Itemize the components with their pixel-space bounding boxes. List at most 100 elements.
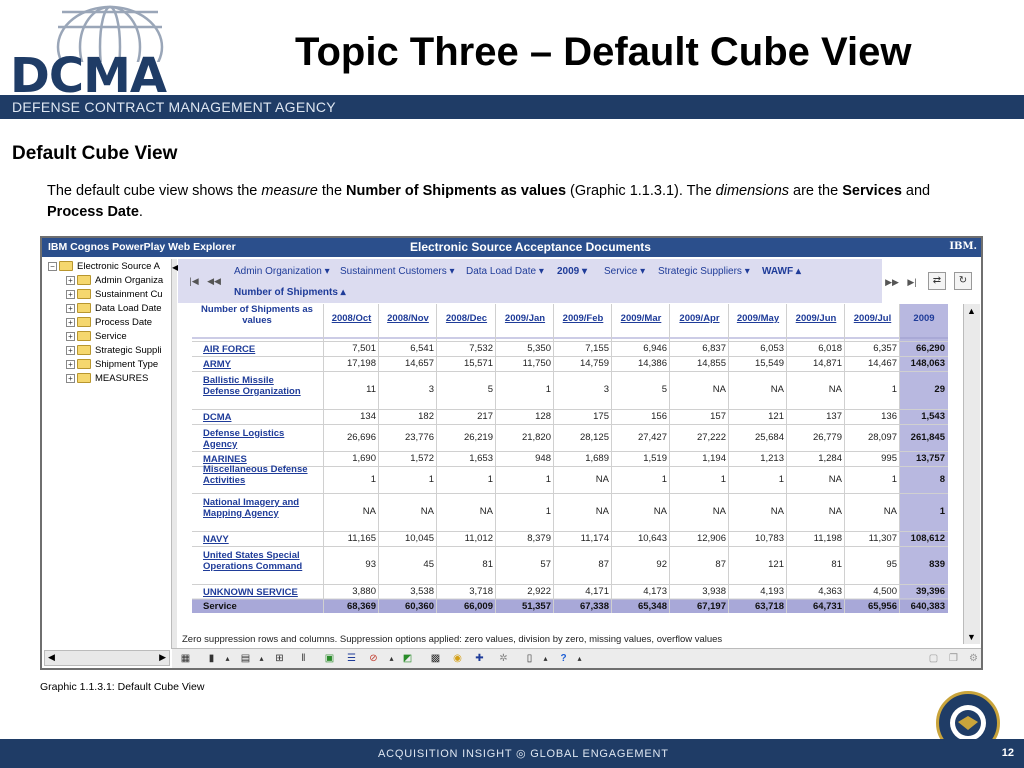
tree-item[interactable]: + Strategic Suppli xyxy=(66,343,162,357)
row-header[interactable]: National Imagery and Mapping Agency xyxy=(203,496,300,519)
print-icon[interactable]: ▢ xyxy=(928,653,939,664)
column-header[interactable]: 2009/Jan xyxy=(504,313,546,324)
tree-item[interactable]: + MEASURES xyxy=(66,371,148,385)
row-header[interactable]: NAVY xyxy=(203,534,229,545)
table-cell: 26,219 xyxy=(463,431,493,443)
tree-item[interactable]: + Process Date xyxy=(66,315,152,329)
row-header[interactable]: UNKNOWN SERVICE xyxy=(203,587,298,598)
total-cell: 51,357 xyxy=(521,601,551,612)
crosstab-grid: Number of Shipments as values 2008/Oct 20… xyxy=(178,304,958,644)
column-header[interactable]: 2009/Mar xyxy=(620,313,662,324)
table-cell: 1,653 xyxy=(469,452,493,464)
table-cell: 1 xyxy=(939,506,945,517)
column-header[interactable]: 2008/Nov xyxy=(387,313,429,324)
dim-strategic-suppliers[interactable]: Strategic Suppliers ▾ xyxy=(658,266,750,277)
calculation-icon[interactable]: ◉ xyxy=(453,653,462,664)
help-icon[interactable]: ? xyxy=(560,653,567,664)
dim-wawf[interactable]: WAWF ▴ xyxy=(762,266,801,277)
expand-icon[interactable]: + xyxy=(66,275,75,285)
excel-icon[interactable]: ▣ xyxy=(324,653,335,664)
tree-item[interactable]: + Data Load Date xyxy=(66,301,162,315)
column-header[interactable]: 2009/Jun xyxy=(795,313,837,324)
add-icon[interactable]: ✚ xyxy=(475,653,484,664)
expand-icon[interactable]: + xyxy=(66,303,75,313)
previous-page-icon[interactable]: ◀◀ xyxy=(207,276,221,286)
chevron-up-icon[interactable]: ▴ xyxy=(577,654,582,663)
column-header[interactable]: 2009/May xyxy=(736,313,780,324)
total-cell: 67,197 xyxy=(696,601,726,612)
list-icon[interactable]: ☰ xyxy=(347,653,356,664)
table-cell: 14,759 xyxy=(579,357,609,369)
dim-sustainment-customers[interactable]: Sustainment Customers ▾ xyxy=(340,266,455,277)
column-header[interactable]: 2009 xyxy=(913,313,935,324)
table-cell: 175 xyxy=(593,410,609,422)
chevron-up-icon[interactable]: ▴ xyxy=(259,654,264,663)
row-header[interactable]: Miscellaneous Defense Activities xyxy=(203,464,308,486)
collapse-pane-icon[interactable]: ◀ xyxy=(172,263,179,272)
scroll-up-icon[interactable]: ▲ xyxy=(967,306,976,316)
crosstab-icon[interactable]: ▦ xyxy=(180,653,191,664)
swap-rows-columns-icon[interactable]: ⇄ xyxy=(928,272,946,290)
dim-service[interactable]: Service ▾ xyxy=(604,266,646,277)
grid-icon[interactable]: ▩ xyxy=(430,653,441,664)
table-cell: 81 xyxy=(831,559,842,570)
next-page-icon[interactable]: ▶▶ xyxy=(885,277,899,287)
table-cell: NA xyxy=(653,506,667,517)
row-header[interactable]: MARINES xyxy=(203,454,247,465)
refresh-icon[interactable]: ↻ xyxy=(954,272,972,290)
tools-icon[interactable]: ✲ xyxy=(499,653,508,664)
total-row-header[interactable]: Service xyxy=(203,601,237,612)
row-header[interactable]: ARMY xyxy=(203,359,231,370)
table-cell: 1 xyxy=(428,473,434,485)
dim-year[interactable]: 2009 ▾ xyxy=(557,266,588,277)
dim-admin-organization[interactable]: Admin Organization ▾ xyxy=(234,266,330,277)
row-header[interactable]: Ballistic Missile Defense Organization xyxy=(203,374,301,397)
settings-icon[interactable]: ⚙ xyxy=(969,653,978,664)
row-header[interactable]: United States Special Operations Command xyxy=(203,549,303,572)
tree-item[interactable]: − Electronic Source A xyxy=(48,259,160,273)
expand-icon[interactable]: + xyxy=(66,331,75,341)
collapse-icon[interactable]: − xyxy=(48,261,57,271)
first-page-icon[interactable]: |◀ xyxy=(189,276,199,286)
scroll-right-icon[interactable]: ▶ xyxy=(159,652,166,662)
suppress-icon[interactable]: ⊘ xyxy=(369,653,378,664)
tree-horizontal-scrollbar[interactable]: ◀ ▶ xyxy=(44,650,170,666)
column-header[interactable]: 2008/Oct xyxy=(331,313,372,324)
columns-icon[interactable]: ‖ xyxy=(301,653,306,664)
tree-item[interactable]: + Shipment Type xyxy=(66,357,158,371)
expand-icon[interactable]: + xyxy=(66,359,75,369)
dim-measure[interactable]: Number of Shipments ▴ xyxy=(234,287,346,298)
chart-options-icon[interactable]: ▤ xyxy=(240,653,251,664)
tree-item[interactable]: + Service xyxy=(66,329,127,343)
row-header[interactable]: AIR FORCE xyxy=(203,344,256,355)
column-header[interactable]: 2009/Feb xyxy=(562,313,604,324)
tree-item[interactable]: + Sustainment Cu xyxy=(66,287,163,301)
chevron-up-icon[interactable]: ▴ xyxy=(543,654,548,663)
row-header[interactable]: Defense Logistics Agency xyxy=(203,427,285,450)
document-icon[interactable]: ▯ xyxy=(526,653,533,664)
bar-chart-icon[interactable]: ▮ xyxy=(208,653,215,664)
chevron-up-icon[interactable]: ▴ xyxy=(389,654,394,663)
column-header[interactable]: 2008/Dec xyxy=(445,313,488,324)
dim-data-load-date[interactable]: Data Load Date ▾ xyxy=(466,266,544,277)
pane-splitter[interactable]: ◀ xyxy=(171,259,179,649)
scroll-down-icon[interactable]: ▼ xyxy=(967,632,976,642)
column-header[interactable]: 2009/Jul xyxy=(853,313,892,324)
grid-vertical-scrollbar[interactable]: ▲ ▼ xyxy=(963,304,980,644)
tree-item[interactable]: + Admin Organiza xyxy=(66,273,163,287)
export-icon[interactable]: ⊞ xyxy=(275,653,284,664)
row-header[interactable]: DCMA xyxy=(203,412,232,423)
table-cell: 7,532 xyxy=(469,342,493,354)
dimension-tree[interactable]: − Electronic Source A + Admin Organiza + Su… xyxy=(44,259,172,649)
scroll-left-icon[interactable]: ◀ xyxy=(48,652,55,662)
last-page-icon[interactable]: ▶| xyxy=(907,277,917,287)
logo-text: DCMA xyxy=(10,48,167,104)
top-bottom-icon[interactable]: ◩ xyxy=(402,653,413,664)
column-header[interactable]: 2009/Apr xyxy=(679,313,720,324)
expand-icon[interactable]: + xyxy=(66,373,75,383)
expand-icon[interactable]: + xyxy=(66,345,75,355)
expand-icon[interactable]: + xyxy=(66,289,75,299)
copy-icon[interactable]: ❐ xyxy=(949,653,958,664)
expand-icon[interactable]: + xyxy=(66,317,75,327)
chevron-up-icon[interactable]: ▴ xyxy=(225,654,230,663)
